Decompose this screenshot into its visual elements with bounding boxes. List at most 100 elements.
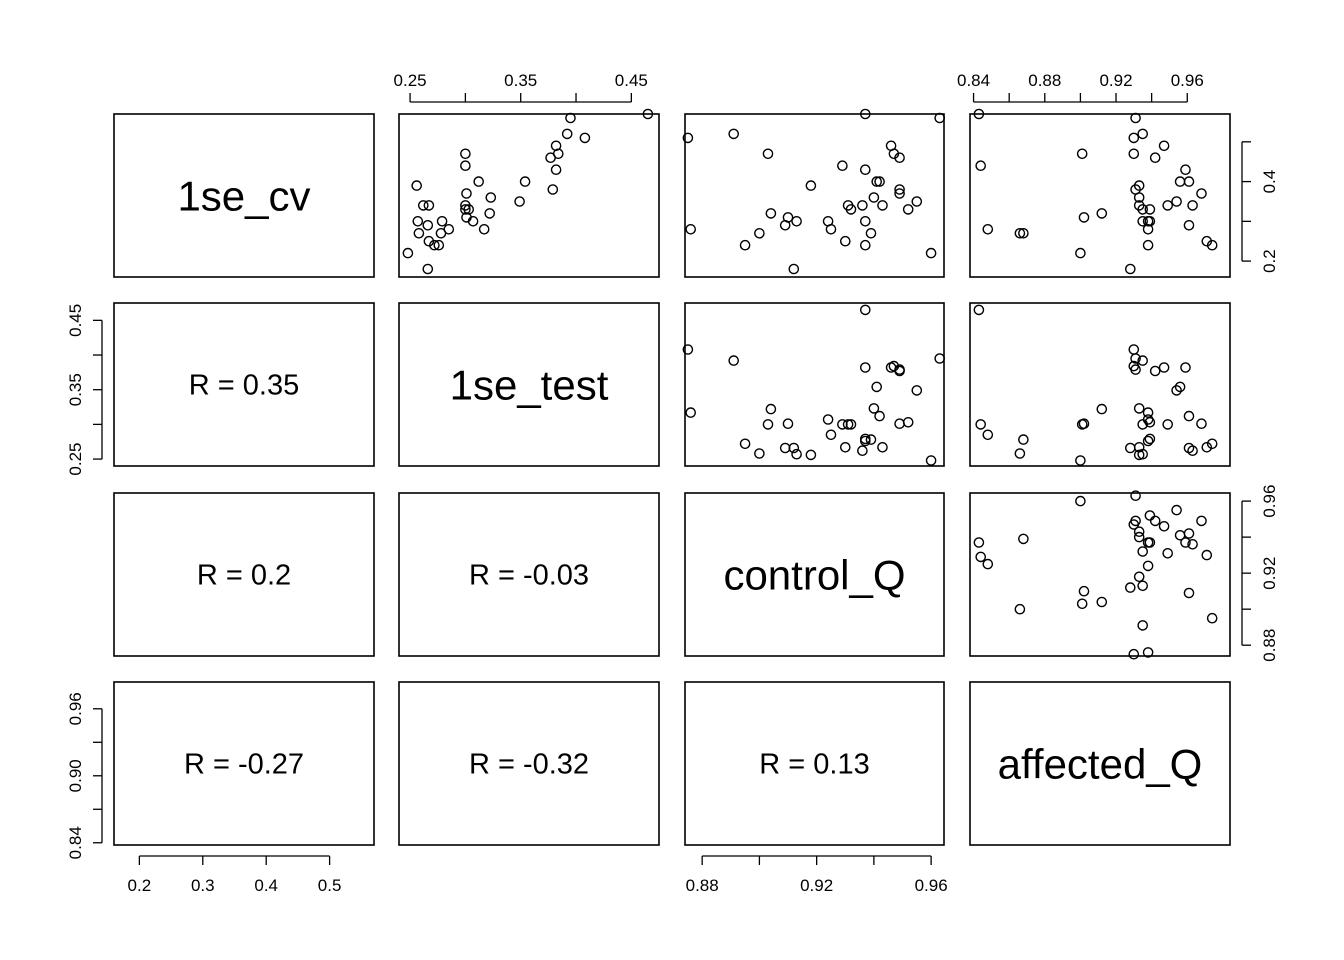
scatter-point <box>1096 403 1108 415</box>
scatter-point <box>411 180 423 191</box>
scatter-point <box>1174 530 1186 541</box>
scatter-point <box>925 455 937 466</box>
scatter-point <box>840 441 851 453</box>
scatter-point <box>1137 620 1148 631</box>
scatter-point <box>982 429 994 441</box>
scatter-point <box>865 434 877 445</box>
scatter-point <box>788 263 800 275</box>
panel-frame <box>113 681 375 846</box>
tick-label: 0.5 <box>318 876 342 895</box>
panel-frame <box>684 681 945 846</box>
scatter-point <box>1144 215 1156 227</box>
scatter-point <box>1078 585 1090 597</box>
scatter-point <box>460 148 471 160</box>
correlation-label: R = -0.27 <box>184 749 304 781</box>
scatter-point <box>1075 247 1086 259</box>
scatter-point <box>1196 188 1207 199</box>
scatter-point <box>782 418 794 430</box>
scatter-point <box>1162 200 1173 211</box>
scatter-point <box>982 558 994 570</box>
scatter-point <box>1174 176 1186 187</box>
tick-label: 0.88 <box>1260 629 1279 662</box>
scatter-point <box>1133 403 1145 414</box>
panel-frame <box>398 492 660 657</box>
scatter-point <box>739 239 751 251</box>
panel-frame <box>969 113 1231 278</box>
scatter-point <box>860 164 871 175</box>
panel-frame <box>969 492 1231 657</box>
scatter-point <box>460 204 471 215</box>
scatter-point <box>1130 490 1141 502</box>
scatter-point <box>1174 381 1186 393</box>
scatter-point <box>413 227 425 239</box>
scatter-point <box>1196 515 1207 527</box>
tick-label: 0.35 <box>66 373 85 406</box>
scatter-point <box>911 196 923 207</box>
correlation-label: R = -0.32 <box>469 749 589 781</box>
scatter-point <box>894 418 905 430</box>
correlation-label: R = -0.03 <box>469 560 589 592</box>
scatter-point <box>1196 418 1207 430</box>
scatter-point <box>1149 365 1161 377</box>
scatter-point <box>1183 442 1195 454</box>
scatter-point <box>934 353 946 364</box>
scatter-point <box>894 364 905 375</box>
tick-label: 0.96 <box>1260 485 1279 518</box>
scatter-point <box>754 448 765 459</box>
scatter-point <box>762 419 774 430</box>
scatter-point <box>1096 208 1108 219</box>
scatter-point <box>1076 148 1088 160</box>
panel-frame <box>113 113 375 278</box>
tick-label: 0.4 <box>254 876 278 895</box>
scatter-point <box>825 429 837 441</box>
scatter-point <box>1128 132 1140 144</box>
scatter-point <box>565 112 576 124</box>
variable-label: control_Q <box>723 552 905 599</box>
tick-label: 0.84 <box>957 71 990 90</box>
correlation-label: R = 0.2 <box>197 560 291 592</box>
scatter-point <box>779 219 791 231</box>
scatter-point <box>1078 212 1090 223</box>
tick-label: 0.45 <box>66 304 85 337</box>
scatter-point <box>874 176 885 187</box>
scatter-point <box>1133 526 1145 538</box>
tick-label: 0.88 <box>686 876 719 895</box>
scatter-point <box>840 235 851 247</box>
scatter-point <box>857 445 868 457</box>
correlation-label: R = 0.35 <box>189 370 299 402</box>
scatter-point <box>1018 227 1029 239</box>
tick-label: 0.92 <box>1260 557 1279 590</box>
scatter-point <box>1183 587 1195 599</box>
scatter-point <box>975 160 987 171</box>
scatter-point <box>842 419 854 430</box>
scatter-point <box>1128 148 1140 160</box>
scatter-point <box>485 192 497 203</box>
scatter-point <box>1130 364 1141 375</box>
scatter-point <box>550 164 562 175</box>
scatter-point <box>1078 418 1090 430</box>
scatter-point <box>1142 647 1154 658</box>
scatter-point <box>473 176 485 187</box>
scatter-point <box>894 152 905 163</box>
scatter-point <box>860 215 871 227</box>
scatter-point <box>791 448 802 460</box>
tick-label: 0.35 <box>504 71 537 90</box>
scatter-point <box>1018 533 1029 545</box>
scatter-point <box>478 223 490 235</box>
scatter-point <box>871 176 883 187</box>
tick-label: 0.90 <box>66 759 85 792</box>
scatter-point <box>822 414 834 425</box>
tick-label: 0.96 <box>66 692 85 725</box>
scatter-point <box>1171 504 1182 516</box>
scatter-point <box>1158 140 1170 152</box>
scatter-point <box>402 247 414 259</box>
scatter-point <box>982 223 994 235</box>
scatter-point <box>1162 548 1173 559</box>
scatter-point <box>728 128 740 140</box>
scatter-point <box>579 132 591 144</box>
scatter-point <box>1183 219 1195 231</box>
scatter-point <box>1125 442 1136 454</box>
scatter-point <box>868 403 880 414</box>
panel-frame <box>113 492 375 657</box>
scatter-point <box>728 355 740 366</box>
